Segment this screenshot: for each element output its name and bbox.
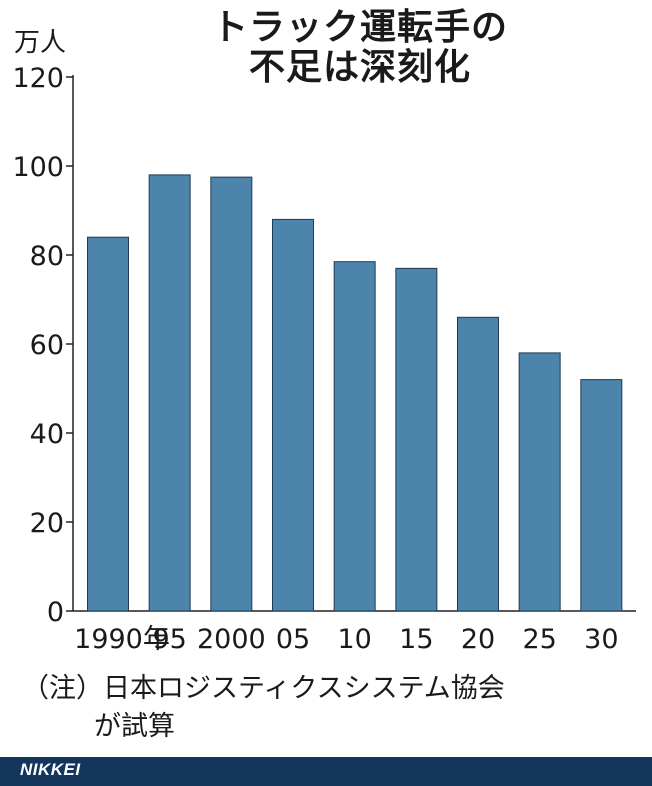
y-tick-label: 0 xyxy=(47,597,64,628)
x-tick-label: 10 xyxy=(337,624,371,655)
y-tick-label: 80 xyxy=(30,241,64,272)
bar xyxy=(87,236,129,612)
bar xyxy=(457,316,499,612)
footnote: （注）日本ロジスティクスシステム協会 が試算 xyxy=(22,670,622,746)
x-tick-label: 2000 xyxy=(197,624,266,655)
title-line-1: トラック運転手の xyxy=(211,7,508,48)
y-axis-unit: 万人 xyxy=(14,28,67,58)
y-tick-label: 60 xyxy=(30,330,64,361)
y-tick-label: 120 xyxy=(12,63,64,94)
y-tick-label: 100 xyxy=(12,152,64,183)
y-tick-label: 20 xyxy=(30,508,64,539)
chart-title: トラック運転手の 不足は深刻化 xyxy=(180,8,540,88)
x-tick-label: 30 xyxy=(584,624,618,655)
bar xyxy=(333,261,376,612)
bar xyxy=(272,218,314,612)
title-line-2: 不足は深刻化 xyxy=(248,47,471,88)
bar xyxy=(210,176,253,612)
x-tick-label: 95 xyxy=(152,624,186,655)
x-tick-label: 20 xyxy=(461,624,495,655)
x-tick-label: 25 xyxy=(522,624,556,655)
nikkei-logo: NIKKEI xyxy=(20,760,81,779)
footnote-line-2: が試算 xyxy=(94,711,175,742)
bar xyxy=(395,267,438,612)
footer-bar: NIKKEI xyxy=(0,757,652,786)
x-tick-label: 05 xyxy=(276,624,310,655)
y-tick-label: 40 xyxy=(30,419,64,450)
footnote-line-1: （注）日本ロジスティクスシステム協会 xyxy=(22,673,505,704)
x-tick-label: 1990年 xyxy=(74,624,170,655)
bar xyxy=(148,174,191,612)
bar xyxy=(580,379,623,612)
bar xyxy=(518,352,561,612)
x-tick-label: 15 xyxy=(399,624,433,655)
